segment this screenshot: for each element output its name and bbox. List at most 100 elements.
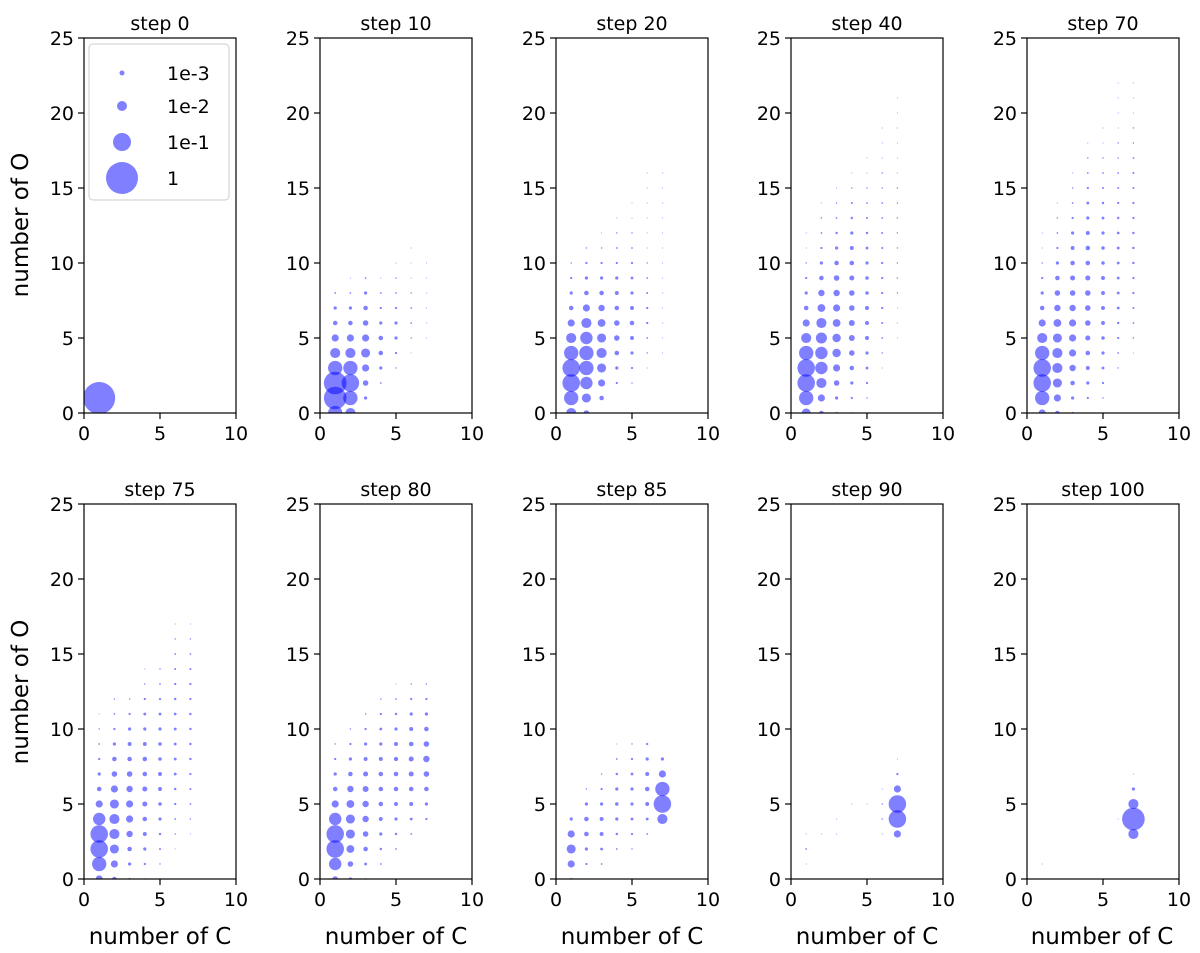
data-point: [158, 772, 162, 776]
x-axis-label-5: number of C: [1031, 924, 1174, 950]
data-point: [646, 367, 648, 369]
data-point: [379, 382, 382, 384]
x-tick-label: 0: [314, 423, 326, 445]
data-point: [646, 337, 649, 339]
data-point: [395, 683, 397, 685]
data-point: [585, 862, 588, 866]
data-point: [896, 217, 899, 219]
data-point: [815, 361, 828, 375]
data-point: [881, 818, 883, 820]
x-tick-label: 0: [314, 889, 326, 911]
data-point: [1071, 231, 1075, 235]
data-point: [817, 394, 825, 402]
data-point: [109, 828, 120, 840]
data-point: [866, 172, 868, 174]
data-point: [582, 304, 590, 312]
data-point: [1056, 217, 1059, 219]
data-point: [1086, 186, 1089, 190]
y-tick-label: 15: [286, 644, 310, 666]
y-tick-label: 5: [769, 328, 781, 350]
data-point: [1052, 347, 1063, 359]
data-point: [189, 818, 192, 820]
data-point: [334, 743, 336, 745]
data-point: [836, 833, 838, 835]
data-point: [158, 832, 162, 836]
data-point: [362, 815, 369, 823]
axes-frame: [790, 503, 944, 880]
y-tick-label: 5: [298, 328, 310, 350]
data-point: [1132, 337, 1135, 339]
data-point: [630, 351, 634, 355]
data-point: [424, 726, 429, 732]
data-point: [379, 321, 383, 325]
axes-frame: [83, 503, 237, 880]
y-tick-label: 0: [769, 403, 781, 425]
data-point: [346, 845, 355, 853]
y-tick-label: 25: [757, 494, 781, 516]
data-point: [865, 336, 869, 340]
legend-marker-1: [106, 162, 138, 194]
data-point: [660, 757, 665, 761]
data-point: [881, 291, 884, 295]
data-point: [817, 304, 826, 312]
data-point: [1102, 157, 1104, 159]
axes-frame: [790, 37, 944, 414]
data-point: [566, 844, 576, 854]
data-point: [646, 232, 648, 234]
data-point: [615, 832, 619, 836]
y-tick-label: 10: [286, 253, 310, 275]
data-point: [364, 727, 367, 731]
data-point: [896, 157, 898, 159]
data-point: [410, 262, 412, 264]
data-point: [600, 863, 603, 865]
data-point: [896, 232, 899, 234]
data-point: [849, 365, 855, 371]
x-axis-label-1: number of C: [89, 924, 232, 950]
data-point: [881, 172, 883, 174]
data-point: [1055, 261, 1059, 265]
y-tick-label: 10: [993, 719, 1017, 741]
y-tick-label: 15: [50, 644, 74, 666]
data-point: [379, 742, 383, 746]
data-point: [1038, 409, 1046, 413]
panel-5: step 70 0 5 10 0 5 10 15 20 25: [993, 13, 1191, 445]
data-point: [630, 787, 634, 791]
data-point: [189, 697, 192, 701]
data-point: [1101, 231, 1105, 235]
data-point: [630, 261, 634, 265]
data-point: [98, 713, 100, 715]
data-point: [1056, 202, 1058, 204]
data-point: [661, 187, 663, 189]
data-point: [173, 742, 177, 746]
data-point: [881, 202, 884, 204]
data-point: [1085, 335, 1091, 341]
data-point: [364, 713, 367, 715]
x-tick-label: 10: [460, 423, 484, 445]
data-point: [143, 712, 147, 716]
data-point: [661, 322, 663, 324]
data-point: [646, 291, 649, 295]
data-point: [189, 667, 192, 671]
data-point: [410, 307, 413, 309]
data-point: [189, 787, 192, 791]
data-point: [661, 292, 663, 294]
data-point: [584, 831, 589, 837]
data-point: [1071, 202, 1074, 204]
marker-group: [1041, 773, 1145, 865]
data-point: [113, 713, 116, 715]
data-point: [189, 742, 192, 746]
data-point: [1101, 291, 1105, 295]
data-point: [173, 772, 177, 776]
data-point: [379, 712, 382, 716]
marker-group: [805, 758, 907, 865]
data-point: [362, 364, 370, 372]
data-point: [615, 381, 618, 385]
data-point: [644, 786, 650, 792]
data-point: [816, 377, 827, 389]
data-point: [323, 371, 347, 395]
data-point: [380, 698, 382, 700]
data-point: [1116, 321, 1120, 325]
x-tick-label: 0: [785, 889, 797, 911]
data-point: [109, 844, 119, 854]
data-point: [349, 292, 352, 294]
